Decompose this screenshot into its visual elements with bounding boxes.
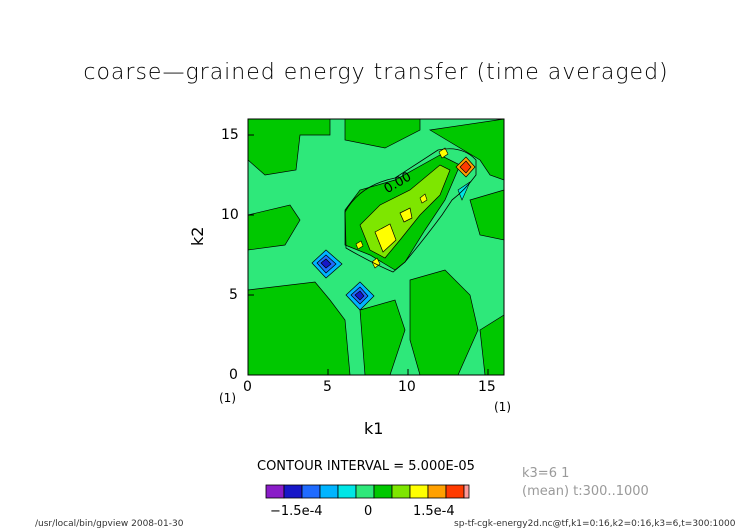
mean-annotation: (mean) t:300..1000	[522, 484, 649, 499]
colorbar-swatch	[391, 484, 411, 499]
y-tick-10: 10	[221, 207, 239, 223]
zero-contour-line	[344, 148, 477, 273]
y-axis-label: k2	[188, 226, 207, 246]
colorbar-swatch	[445, 484, 465, 499]
footer-right: sp-tf-cgk-energy2d.nc@tf,k1=0:16,k2=0:16…	[454, 519, 736, 529]
x-tick-5: 5	[323, 379, 332, 395]
x-tick-15: 15	[478, 379, 496, 395]
plot-frame	[247, 118, 505, 376]
colorbar-swatch	[319, 484, 339, 499]
colorbar-swatch	[427, 484, 447, 499]
y-tick-5: 5	[229, 287, 238, 303]
x-tick-10: 10	[398, 379, 416, 395]
colorbar-label-neg: −1.5e-4	[270, 504, 323, 519]
colorbar-swatch	[301, 484, 321, 499]
blue-minimum-2	[345, 281, 375, 311]
chart-title: coarse—grained energy transfer (time ave…	[83, 60, 669, 85]
y-tick-15: 15	[221, 127, 239, 143]
colorbar	[265, 484, 470, 499]
colorbar-label-pos: 1.5e-4	[413, 504, 455, 519]
y-unit-label: (1)	[219, 391, 236, 405]
yellow-peak-2	[399, 207, 413, 223]
contour-interval-text: CONTOUR INTERVAL = 5.000E-05	[257, 459, 475, 474]
colorbar-label-zero: 0	[364, 504, 373, 519]
x-unit-label: (1)	[494, 400, 511, 414]
x-axis-label: k1	[364, 419, 384, 438]
blue-minimum-1	[311, 249, 343, 279]
yellow-peak-5	[419, 193, 428, 204]
colorbar-swatch	[355, 484, 375, 499]
colorbar-swatch	[265, 484, 285, 499]
colorbar-swatch	[337, 484, 357, 499]
colorbar-swatch	[373, 484, 393, 499]
colorbar-swatch	[409, 484, 429, 499]
red-peak	[455, 156, 476, 178]
y-tick-0: 0	[229, 367, 238, 383]
colorbar-swatch	[283, 484, 303, 499]
yellow-peak-4	[355, 240, 364, 250]
x-tick-0: 0	[243, 379, 252, 395]
yellow-peak-1	[374, 223, 397, 253]
colorbar-swatch	[463, 484, 470, 499]
k3-annotation: k3=6 1	[522, 466, 570, 481]
footer-left: /usr/local/bin/gpview 2008-01-30	[35, 519, 184, 529]
tick-marks	[247, 134, 489, 376]
